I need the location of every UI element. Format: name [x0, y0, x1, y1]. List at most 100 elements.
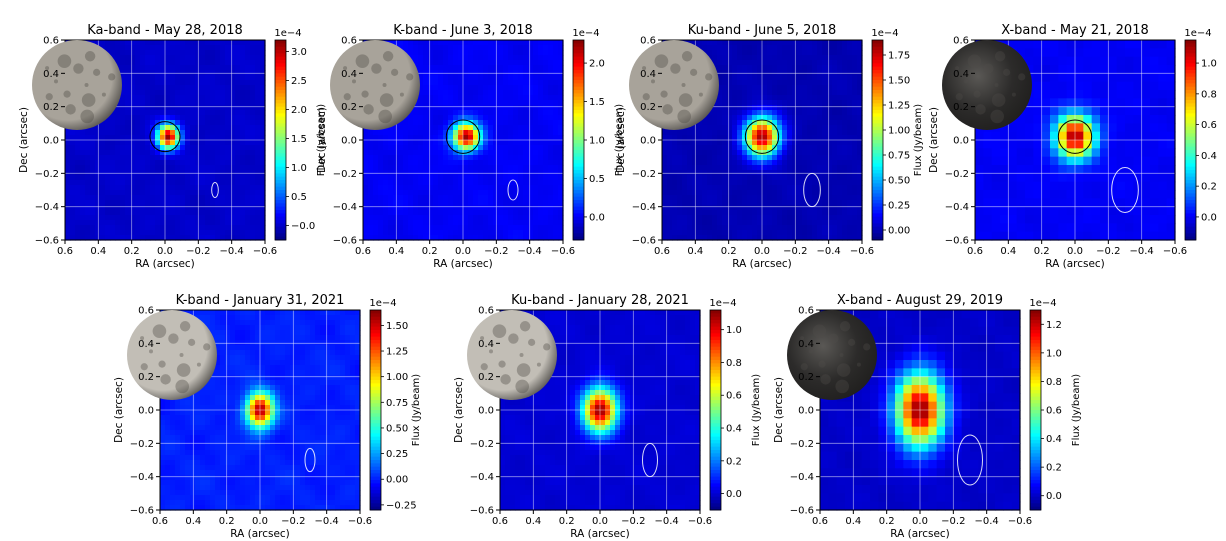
heatmap-cell: [463, 90, 469, 96]
heatmap-cell: [175, 195, 181, 201]
heatmap-cell: [837, 55, 843, 61]
heatmap-cell: [732, 110, 738, 116]
heatmap-cell: [817, 75, 823, 81]
heatmap-cell: [722, 140, 728, 146]
heatmap-cell: [752, 145, 758, 151]
heatmap-cell: [120, 120, 126, 126]
heatmap-cell: [842, 145, 848, 151]
heatmap-cell: [747, 205, 753, 211]
heatmap-cell: [468, 180, 474, 186]
heatmap-cell: [847, 40, 853, 46]
heatmap-cell: [225, 215, 231, 221]
heatmap-cell: [528, 195, 534, 201]
heatmap-cell: [463, 85, 469, 91]
heatmap-cell: [692, 160, 698, 166]
heatmap-cell: [170, 160, 176, 166]
heatmap-cell: [772, 40, 778, 46]
heatmap-cell: [488, 130, 494, 136]
heatmap-cell: [443, 100, 449, 106]
heatmap-cell: [125, 185, 131, 191]
heatmap-cell: [473, 205, 479, 211]
heatmap-cell: [503, 235, 509, 241]
heatmap-cell: [458, 55, 464, 61]
heatmap-cell: [383, 235, 389, 241]
heatmap-cell: [383, 135, 389, 141]
heatmap-cell: [548, 155, 554, 161]
heatmap-cell: [812, 95, 818, 101]
heatmap-cell: [682, 200, 688, 206]
heatmap-cell: [837, 115, 843, 121]
heatmap-cell: [368, 195, 374, 201]
heatmap-cell: [185, 105, 191, 111]
heatmap-cell: [498, 80, 504, 86]
heatmap-cell: [767, 115, 773, 121]
heatmap-cell: [80, 195, 86, 201]
heatmap-cell: [493, 235, 499, 241]
heatmap-cell: [518, 160, 524, 166]
heatmap-cell: [215, 90, 221, 96]
heatmap-cell: [105, 185, 111, 191]
heatmap-cell: [463, 205, 469, 211]
heatmap-cell: [150, 95, 156, 101]
heatmap-cell: [737, 90, 743, 96]
heatmap-cell: [822, 185, 828, 191]
heatmap-cell: [842, 225, 848, 231]
heatmap-cell: [205, 125, 211, 131]
heatmap-cell: [543, 160, 549, 166]
heatmap-cell: [672, 235, 678, 241]
heatmap-cell: [95, 185, 101, 191]
heatmap-cell: [418, 85, 424, 91]
heatmap-cell: [732, 145, 738, 151]
heatmap-cell: [363, 175, 369, 181]
heatmap-cell: [478, 185, 484, 191]
heatmap-cell: [145, 60, 151, 66]
heatmap-cell: [847, 190, 853, 196]
heatmap-cell: [772, 210, 778, 216]
heatmap-cell: [812, 160, 818, 166]
heatmap-cell: [503, 65, 509, 71]
heatmap-cell: [458, 80, 464, 86]
heatmap-cell: [523, 150, 529, 156]
heatmap-cell: [852, 170, 858, 176]
heatmap-cell: [175, 220, 181, 226]
heatmap-cell: [130, 155, 136, 161]
heatmap-cell: [135, 135, 141, 141]
heatmap-cell: [827, 135, 833, 141]
heatmap-cell: [140, 85, 146, 91]
heatmap-cell: [812, 40, 818, 46]
heatmap-cell: [408, 220, 414, 226]
heatmap-cell: [822, 125, 828, 131]
heatmap-cell: [812, 190, 818, 196]
heatmap-cell: [478, 160, 484, 166]
heatmap-cell: [797, 65, 803, 71]
heatmap-cell: [230, 195, 236, 201]
heatmap-cell: [225, 120, 231, 126]
heatmap-cell: [443, 140, 449, 146]
heatmap-cell: [493, 50, 499, 56]
heatmap-cell: [398, 190, 404, 196]
heatmap-cell: [260, 230, 266, 236]
heatmap-cell: [155, 180, 161, 186]
heatmap-cell: [240, 160, 246, 166]
heatmap-cell: [528, 65, 534, 71]
heatmap-cell: [523, 190, 529, 196]
heatmap-cell: [707, 235, 713, 241]
heatmap-cell: [712, 60, 718, 66]
heatmap-cell: [827, 185, 833, 191]
heatmap-cell: [523, 70, 529, 76]
heatmap-cell: [210, 75, 216, 81]
heatmap-cell: [523, 135, 529, 141]
heatmap-cell: [538, 140, 544, 146]
heatmap-cell: [787, 60, 793, 66]
heatmap-cell: [135, 235, 141, 241]
heatmap-cell: [742, 150, 748, 156]
heatmap-cell: [150, 195, 156, 201]
heatmap-cell: [503, 70, 509, 76]
heatmap-cell: [373, 195, 379, 201]
heatmap-cell: [533, 175, 539, 181]
heatmap-cell: [428, 215, 434, 221]
heatmap-cell: [483, 155, 489, 161]
heatmap-cell: [215, 165, 221, 171]
heatmap-cell: [110, 140, 116, 146]
heatmap-cell: [478, 85, 484, 91]
